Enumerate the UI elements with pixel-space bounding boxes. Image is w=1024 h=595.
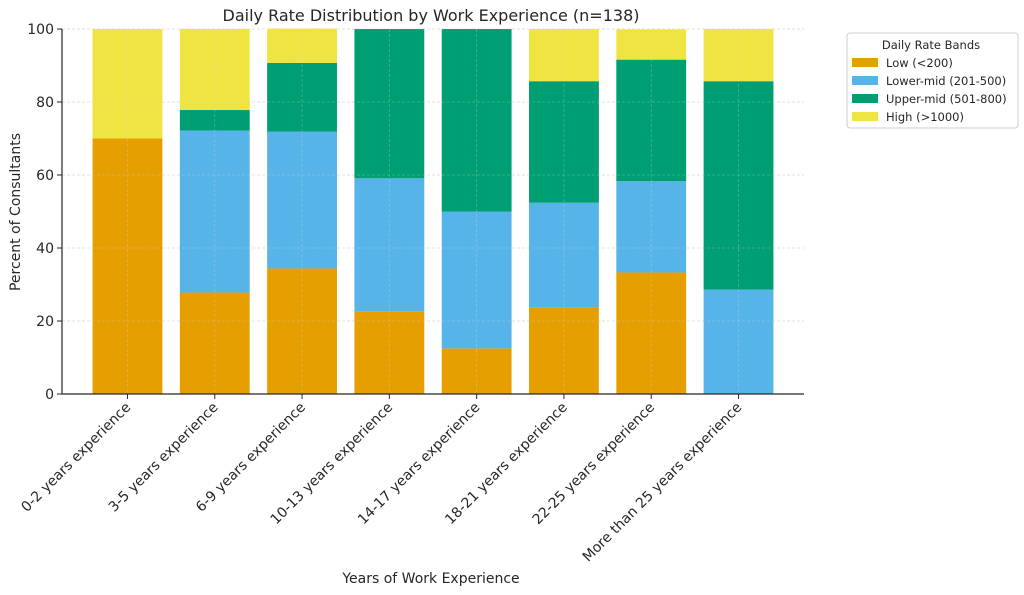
y-ticks: 0 20 40 60 80 100 bbox=[27, 22, 62, 403]
bar-segment bbox=[529, 202, 599, 308]
legend-item: High (>1000) bbox=[852, 110, 964, 124]
bar-segment bbox=[267, 28, 337, 63]
bar-segment bbox=[354, 29, 425, 179]
chart-title: Daily Rate Distribution by Work Experien… bbox=[223, 6, 640, 25]
bar-segment bbox=[92, 29, 163, 139]
legend-frame bbox=[846, 32, 1019, 129]
bars bbox=[92, 28, 774, 394]
bar-segment bbox=[529, 307, 599, 394]
legend-label: Upper-mid (501-800) bbox=[886, 92, 1007, 106]
bar-segment bbox=[179, 130, 250, 293]
y-tick-label: 100 bbox=[27, 22, 54, 38]
legend-item: Upper-mid (501-800) bbox=[852, 92, 1007, 106]
legend-label: Low (<200) bbox=[886, 56, 953, 70]
bar-segment bbox=[616, 59, 687, 182]
legend-label: High (>1000) bbox=[886, 110, 964, 124]
bar-segment bbox=[179, 29, 250, 111]
bar-segment bbox=[529, 81, 599, 203]
bar-segment bbox=[92, 138, 163, 394]
bar-segment bbox=[703, 29, 774, 82]
legend-item: Lower-mid (201-500) bbox=[852, 74, 1006, 88]
x-tick-label: More than 25 years experience bbox=[580, 400, 746, 566]
y-tick-label: 60 bbox=[36, 168, 54, 184]
gridlines-overlay bbox=[62, 28, 804, 395]
y-tick-label: 0 bbox=[45, 387, 54, 403]
bar-segment bbox=[616, 29, 687, 60]
bar-segment bbox=[616, 272, 687, 394]
y-tick-label: 40 bbox=[36, 241, 54, 257]
bar-segment bbox=[267, 268, 337, 394]
y-tick-label: 20 bbox=[36, 314, 54, 330]
axes bbox=[61, 29, 804, 395]
bar-segment bbox=[354, 178, 425, 312]
bar-segment bbox=[703, 81, 774, 290]
bar-segment bbox=[529, 29, 599, 82]
legend-title: Daily Rate Bands bbox=[882, 38, 980, 52]
bar-segment bbox=[616, 181, 687, 273]
bar-segment bbox=[267, 62, 337, 132]
x-axis-label: Years of Work Experience bbox=[341, 571, 519, 587]
y-tick-label: 80 bbox=[36, 95, 54, 111]
legend: Daily Rate Bands Low (<200) Lower-mid (20… bbox=[846, 32, 1019, 129]
bar-segment bbox=[267, 131, 337, 269]
bar-segment bbox=[354, 311, 425, 394]
legend-swatch bbox=[852, 112, 878, 121]
bar-segment bbox=[179, 292, 250, 394]
legend-label: Lower-mid (201-500) bbox=[886, 74, 1006, 88]
bar-segment bbox=[441, 211, 512, 349]
y-axis-label: Percent of Consultants bbox=[8, 133, 24, 291]
bar-segment bbox=[703, 289, 774, 394]
bar-segment bbox=[441, 348, 512, 394]
legend-swatch bbox=[852, 58, 878, 67]
legend-swatch bbox=[852, 94, 878, 103]
bar-segment bbox=[441, 29, 512, 212]
bar-segment bbox=[179, 110, 250, 131]
gridlines bbox=[62, 28, 804, 395]
legend-swatch bbox=[852, 76, 878, 85]
legend-item: Low (<200) bbox=[852, 56, 953, 70]
